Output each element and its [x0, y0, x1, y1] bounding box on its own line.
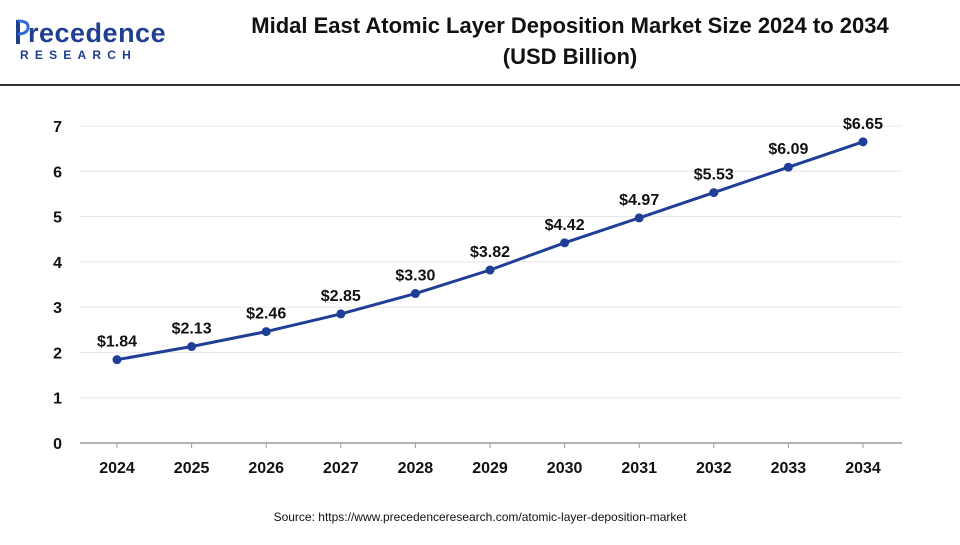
y-tick-label: 4	[53, 255, 62, 272]
logo-wordmark: recedence	[28, 18, 167, 48]
data-label: $6.65	[843, 116, 883, 133]
data-label: $4.97	[619, 192, 659, 209]
data-label: $2.13	[172, 321, 212, 338]
data-label: $5.53	[694, 167, 734, 184]
data-point	[410, 289, 420, 299]
y-tick-label: 7	[53, 119, 62, 136]
chart-title-line-1: Midal East Atomic Layer Deposition Marke…	[251, 13, 889, 38]
data-point	[112, 355, 122, 365]
logo-p-mark-icon	[16, 19, 30, 44]
data-point	[858, 137, 868, 147]
data-label: $1.84	[97, 334, 137, 351]
data-point	[336, 309, 346, 319]
data-point	[485, 265, 495, 275]
x-tick-label: 2031	[621, 460, 657, 477]
x-tick-label: 2029	[472, 460, 508, 477]
data-point	[261, 327, 271, 337]
data-point	[560, 238, 570, 248]
y-tick-label: 5	[53, 210, 62, 227]
data-label: $2.46	[246, 306, 286, 323]
x-tick-label: 2024	[99, 460, 135, 477]
y-tick-label: 6	[53, 164, 62, 181]
header: recedence RESEARCH Midal East Atomic Lay…	[0, 0, 960, 84]
logo-subtitle: RESEARCH	[20, 48, 137, 62]
x-tick-label: 2032	[696, 460, 732, 477]
header-divider	[0, 84, 960, 86]
source-note: Source: https://www.precedenceresearch.c…	[273, 510, 687, 524]
data-point	[709, 188, 719, 198]
x-tick-label: 2027	[323, 460, 359, 477]
y-tick-label: 2	[53, 345, 62, 362]
precedence-research-logo[interactable]: recedence RESEARCH	[16, 14, 166, 64]
x-tick-label: 2034	[845, 460, 881, 477]
data-point	[783, 162, 793, 172]
x-tick-label: 2030	[547, 460, 583, 477]
line-chart: 0 1 2 3 4 5 6 7 2024 2025 2026 2027 2028 2029 2030 2031…	[53, 116, 902, 477]
y-tick-label: 3	[53, 300, 62, 317]
x-tick-label: 2026	[248, 460, 284, 477]
chart-area: 0 1 2 3 4 5 6 7 2024 2025 2026 2027 2028 2029 2030 2031…	[0, 86, 960, 540]
x-tick-label: 2025	[174, 460, 210, 477]
y-tick-label: 0	[53, 436, 62, 453]
x-tick-label: 2033	[771, 460, 807, 477]
chart-title: Midal East Atomic Layer Deposition Marke…	[190, 10, 950, 72]
data-label: $3.82	[470, 244, 510, 261]
y-tick-label: 1	[53, 391, 62, 408]
data-point	[634, 213, 644, 223]
chart-title-line-2: (USD Billion)	[502, 44, 638, 69]
data-label: $4.42	[545, 217, 585, 234]
data-label: $6.09	[768, 141, 808, 158]
data-label: $3.30	[395, 268, 435, 285]
data-label: $2.85	[321, 288, 361, 305]
data-point	[187, 342, 197, 352]
x-tick-label: 2028	[398, 460, 434, 477]
